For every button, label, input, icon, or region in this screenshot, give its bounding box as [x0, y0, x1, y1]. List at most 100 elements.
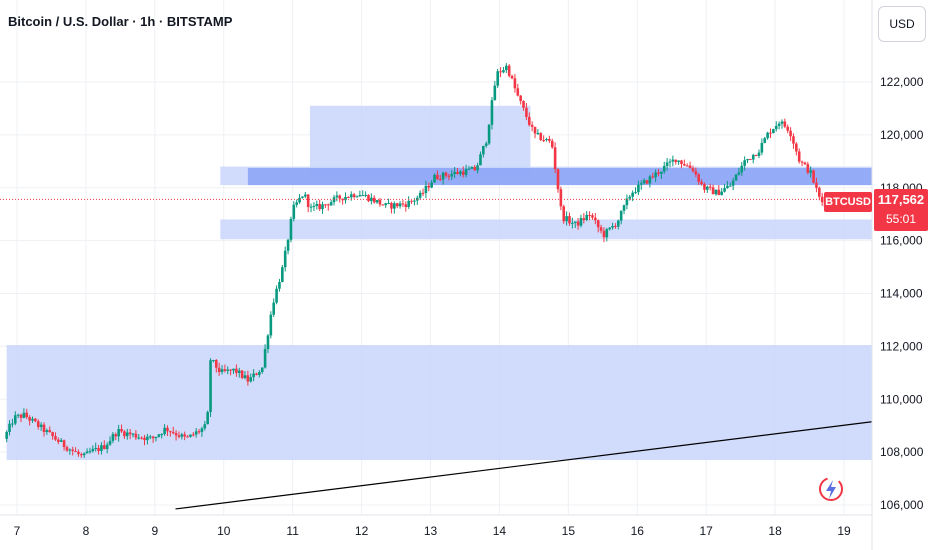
time-tick-label: 16: [631, 524, 645, 538]
candle-body: [97, 447, 100, 451]
candle-body: [505, 65, 508, 71]
candle-body: [252, 373, 255, 378]
candle-body: [530, 124, 534, 127]
candle-body: [94, 447, 97, 449]
price-axis[interactable]: 106,000 108,000 110,000 112,000 114,000 116,0…: [880, 75, 924, 512]
price-tick-label: 120,000: [880, 128, 924, 142]
candle-body: [59, 440, 63, 442]
candle-body: [459, 171, 462, 175]
candle-body: [700, 181, 703, 185]
candle-body: [545, 138, 548, 141]
candle-body: [11, 423, 14, 425]
candle-body: [105, 444, 109, 450]
candle-body: [728, 185, 732, 187]
symbol-badge: BTCUSD: [824, 192, 872, 212]
candle-body: [591, 215, 594, 218]
candle-body: [301, 196, 304, 198]
candle-body: [749, 158, 752, 160]
candle-body: [582, 218, 586, 221]
candle-body: [456, 171, 459, 175]
candle-body: [5, 431, 8, 439]
candle-body: [82, 453, 86, 456]
candle-body: [594, 217, 597, 221]
candle-body: [470, 166, 474, 169]
candle-body: [358, 195, 362, 197]
candle-body: [777, 123, 781, 126]
candle-body: [740, 165, 744, 173]
candle-body: [229, 369, 232, 371]
candle-body: [757, 152, 761, 156]
candle-body: [355, 196, 359, 198]
candle-body: [685, 165, 689, 167]
candle-body: [68, 449, 72, 451]
candle-body: [608, 227, 611, 230]
candle-body: [467, 168, 471, 170]
candle-body: [418, 192, 422, 198]
candle-body: [815, 182, 818, 188]
candle-body: [258, 372, 261, 375]
time-tick-label: 19: [837, 524, 851, 538]
candle-body: [62, 440, 66, 448]
price-tick-label: 110,000: [880, 392, 923, 406]
candle-body: [576, 221, 580, 226]
candle-body: [226, 369, 230, 371]
candle-body: [513, 78, 517, 89]
time-axis[interactable]: 7 8 9 10 11 12 13 14 15 16 17 18 19: [14, 524, 851, 538]
candle-body: [556, 169, 560, 190]
candle-body: [384, 203, 388, 206]
candle-body: [269, 314, 273, 336]
candle-body: [760, 142, 764, 153]
zone-box: [220, 219, 872, 240]
candle-body: [169, 431, 172, 433]
candle-body: [464, 169, 468, 175]
candle-body: [39, 424, 43, 427]
candle-body: [493, 85, 497, 101]
candle-body: [433, 174, 436, 183]
price-tick-label: 122,000: [880, 75, 924, 89]
candle-body: [338, 195, 342, 199]
candle-body: [286, 239, 290, 251]
candle-body: [766, 132, 769, 139]
candle-body: [114, 434, 118, 437]
candle-body: [381, 204, 385, 206]
candle-body: [304, 194, 307, 197]
candle-body: [186, 436, 189, 438]
tradingview-lightning-icon: [819, 477, 843, 501]
candle-body: [220, 369, 224, 373]
candle-body: [395, 203, 399, 207]
candle-body: [74, 450, 77, 452]
candle-body: [275, 288, 278, 303]
candle-body: [453, 171, 456, 175]
candle-body: [71, 449, 75, 451]
price-tick-label: 116,000: [880, 234, 923, 248]
candle-body: [174, 433, 178, 436]
candle-body: [28, 417, 31, 421]
candle-body: [367, 194, 370, 202]
candle-body: [194, 431, 198, 435]
candle-body: [421, 192, 425, 194]
candle-body: [404, 204, 408, 207]
candle-body: [157, 434, 161, 437]
candle-body: [507, 65, 511, 76]
zone-box: [247, 167, 872, 186]
candle-body: [703, 184, 706, 190]
last-price-badge: 117,562 55:01: [874, 189, 928, 231]
currency-button[interactable]: USD: [878, 6, 926, 42]
candle-body: [364, 194, 367, 196]
candle-body: [344, 197, 347, 201]
candle-body: [292, 204, 296, 219]
candle-body: [737, 172, 741, 175]
candle-body: [375, 199, 379, 203]
candle-body: [378, 199, 382, 205]
candle-body: [714, 189, 718, 195]
candle-body: [309, 206, 313, 208]
candle-body: [263, 349, 267, 368]
candle-body: [111, 434, 115, 441]
candle-body: [536, 133, 540, 135]
candle-body: [80, 454, 83, 456]
candle-body: [390, 202, 393, 209]
candle-body: [711, 187, 715, 195]
candle-body: [125, 432, 129, 437]
candle-body: [476, 165, 479, 171]
